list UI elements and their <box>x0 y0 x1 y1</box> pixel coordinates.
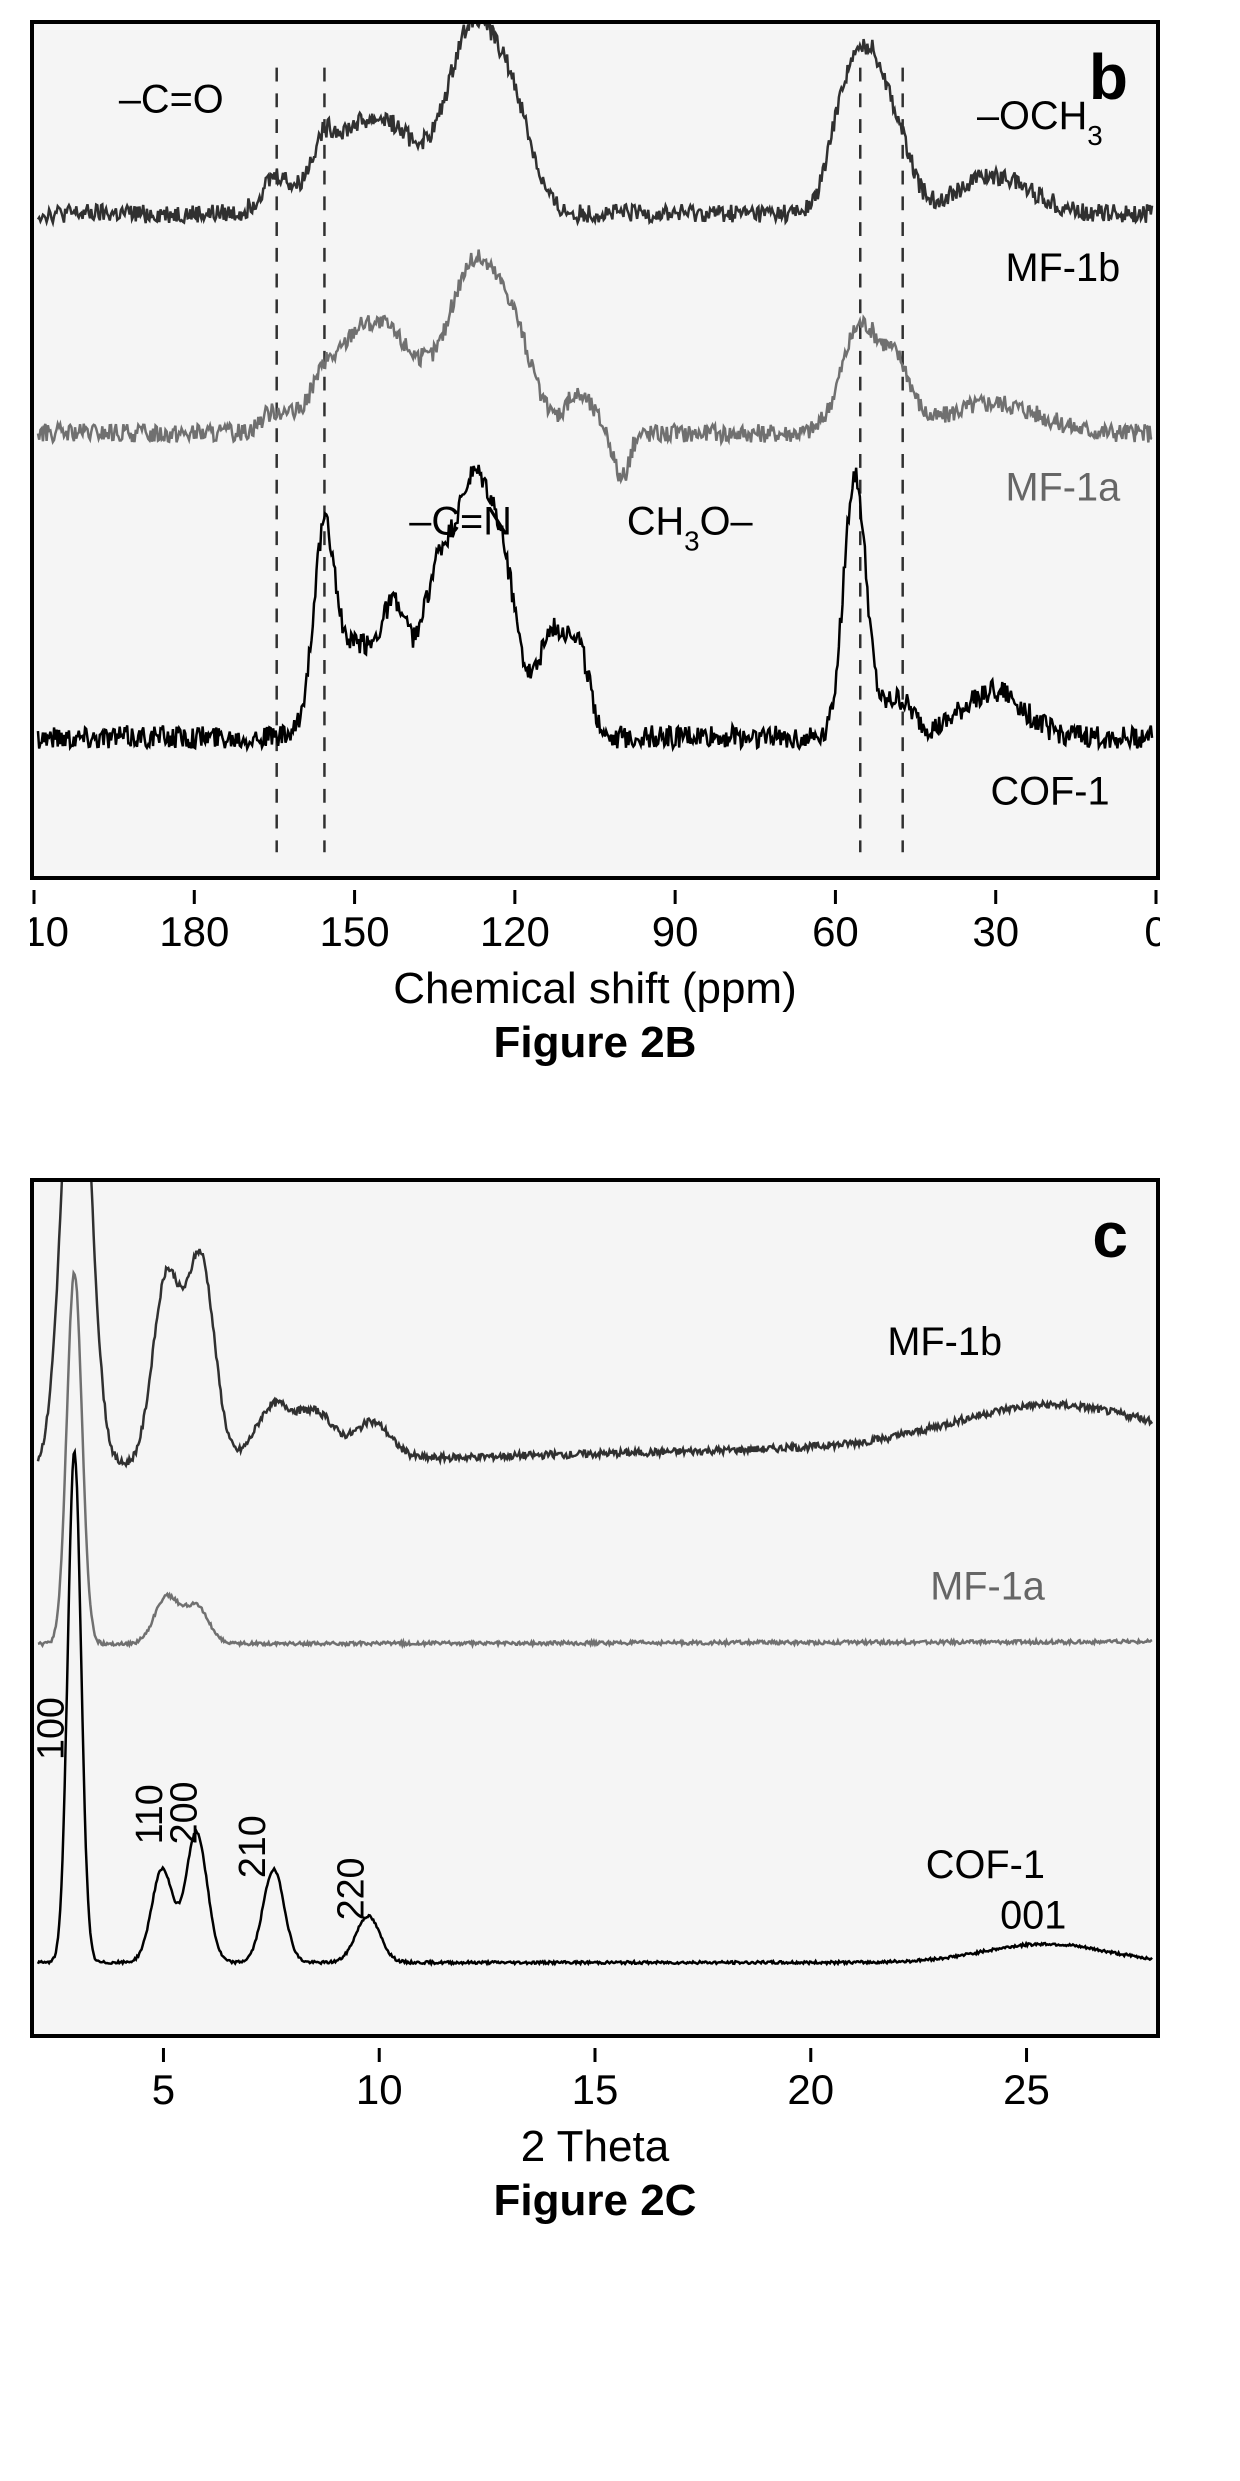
figure-b-axis: 210 180 150 120 90 60 30 0 <box>30 890 1160 960</box>
svg-text:210: 210 <box>231 1815 273 1878</box>
svg-text:–C=N: –C=N <box>409 499 512 543</box>
svg-text:120: 120 <box>480 908 550 955</box>
svg-text:180: 180 <box>159 908 229 955</box>
svg-text:–C=O: –C=O <box>119 77 224 121</box>
panel-letter-b: b <box>1089 40 1128 114</box>
figure-c-chart: c 100110200210220MF-1bMF-1aCOF-1001 <box>30 1178 1160 2038</box>
figure-b-caption: Figure 2B <box>30 1018 1160 1068</box>
svg-text:150: 150 <box>320 908 390 955</box>
figure-c-axis: 5 10 15 20 25 <box>30 2048 1160 2118</box>
svg-text:MF-1a: MF-1a <box>1005 466 1121 510</box>
svg-text:60: 60 <box>812 908 859 955</box>
panel-letter-c: c <box>1092 1198 1128 1272</box>
figure-b-xlabel: Chemical shift (ppm) <box>30 964 1160 1014</box>
svg-text:30: 30 <box>972 908 1019 955</box>
svg-text:COF-1: COF-1 <box>926 1843 1045 1887</box>
svg-text:20: 20 <box>787 2066 834 2113</box>
svg-text:CH3O–: CH3O– <box>627 499 754 555</box>
svg-text:MF-1b: MF-1b <box>887 1320 1002 1364</box>
svg-text:5: 5 <box>152 2066 175 2113</box>
svg-text:–OCH3: –OCH3 <box>977 94 1103 150</box>
svg-text:0: 0 <box>1144 908 1160 955</box>
svg-text:200: 200 <box>162 1782 204 1845</box>
svg-text:COF-1: COF-1 <box>990 770 1109 814</box>
svg-text:MF-1b: MF-1b <box>1005 246 1120 290</box>
svg-text:100: 100 <box>34 1697 72 1760</box>
svg-text:220: 220 <box>330 1858 372 1921</box>
svg-text:MF-1a: MF-1a <box>930 1565 1046 1609</box>
svg-text:25: 25 <box>1003 2066 1050 2113</box>
figure-c-caption: Figure 2C <box>30 2176 1160 2226</box>
svg-text:90: 90 <box>652 908 699 955</box>
figure-b-svg: –C=O –OCH3 MF-1b MF-1a –C=N CH3O– COF-1 <box>34 24 1156 876</box>
figure-b-chart: b –C=O –OCH3 MF-1b MF-1a –C=N CH3O– COF-1 <box>30 20 1160 880</box>
svg-text:210: 210 <box>30 908 69 955</box>
svg-text:15: 15 <box>572 2066 619 2113</box>
figure-c-svg: 100110200210220MF-1bMF-1aCOF-1001 <box>34 1182 1156 2034</box>
figure-c-xlabel: 2 Theta <box>30 2122 1160 2172</box>
svg-text:10: 10 <box>356 2066 403 2113</box>
svg-text:001: 001 <box>1000 1894 1066 1938</box>
